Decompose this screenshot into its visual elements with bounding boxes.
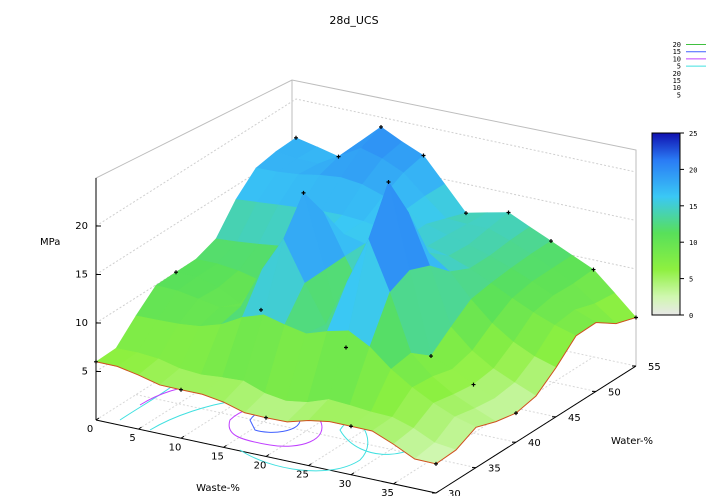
contour-key-label: 20 [673, 41, 681, 49]
data-point [634, 315, 638, 320]
x-tick-mark [95, 417, 100, 421]
x-tick-label: 10 [169, 442, 182, 453]
data-point [429, 354, 433, 359]
data-point [506, 210, 511, 215]
data-point [179, 387, 183, 392]
colorbar-tick-label: 25 [689, 130, 697, 138]
surface-edge [95, 317, 637, 465]
x-tick-label: 35 [381, 488, 394, 496]
x-tick-label: 15 [211, 451, 224, 462]
data-point [434, 461, 438, 466]
y-tick-label: 40 [528, 438, 541, 449]
y-tick-label: 30 [448, 489, 461, 496]
data-point [94, 359, 98, 364]
z-axis-label: MPa [40, 237, 60, 248]
colorbar-tick-label: 0 [689, 312, 693, 320]
data-point [301, 190, 306, 195]
data-point [549, 239, 553, 244]
surface [95, 126, 637, 465]
x-tick-mark [350, 472, 355, 476]
z-tick-label: 10 [75, 318, 88, 329]
y-tick-label: 35 [488, 464, 501, 475]
contour-key-label: 10 [673, 55, 681, 63]
x-tick-mark [393, 481, 397, 485]
data-points [94, 124, 638, 466]
contour-key-label: 5 [677, 91, 681, 99]
colorbar [651, 132, 681, 316]
colorbar-tick-label: 20 [689, 166, 697, 174]
y-axis-label: Water-% [611, 436, 653, 447]
data-point [514, 411, 518, 416]
colorbar-ticks: 25 20 15 10 5 0 [680, 130, 697, 320]
data-point [349, 424, 353, 429]
contour-key-label: 15 [673, 77, 681, 85]
contour-key-label: 5 [677, 63, 681, 71]
contour-key-label: 15 [673, 48, 681, 56]
data-point [379, 124, 383, 129]
contour-key-label: 10 [673, 84, 681, 92]
x-tick-label: 30 [339, 479, 352, 490]
x-tick-label: 25 [296, 470, 309, 481]
data-point [464, 211, 468, 216]
x-ticks: 0510152025303540 [87, 417, 440, 496]
x-tick-label: 5 [129, 433, 135, 444]
z-ticks: 5 10 15 20 [75, 221, 101, 378]
x-tick-mark [138, 426, 142, 430]
data-point [264, 415, 268, 420]
y-tick-label: 55 [648, 362, 661, 373]
data-point [174, 270, 178, 275]
data-point [344, 345, 348, 350]
x-tick-mark [180, 435, 185, 439]
y-tick-label: 45 [568, 413, 581, 424]
colorbar-tick-label: 15 [689, 203, 697, 211]
chart-title: 28d_UCS [329, 14, 378, 27]
data-point [421, 153, 426, 158]
y-ticks: 30 35 40 45 50 55 [432, 362, 661, 496]
z-gridline [95, 98, 637, 227]
x-tick-mark [435, 490, 440, 494]
data-point [471, 382, 476, 387]
x-tick-label: 0 [87, 424, 93, 435]
data-point [386, 180, 391, 185]
colorbar-tick-label: 5 [689, 276, 693, 284]
contour-key-label: 20 [673, 70, 681, 78]
colorbar-tick-label: 10 [689, 239, 697, 247]
z-tick-label: 15 [75, 270, 88, 281]
x-tick-mark [265, 454, 270, 457]
y-axis-line [435, 365, 637, 494]
data-point [259, 307, 263, 312]
z-tick-label: 5 [82, 367, 88, 378]
y-tick-label: 50 [608, 387, 621, 398]
x-axis-label: Waste-% [196, 483, 240, 494]
data-point [591, 267, 596, 272]
data-point [336, 154, 341, 159]
x-tick-mark [223, 444, 227, 448]
x-tick-mark [308, 463, 312, 467]
data-point [294, 135, 298, 140]
z-tick-label: 20 [75, 221, 88, 232]
x-gridline [393, 356, 594, 485]
x-tick-label: 20 [254, 461, 267, 472]
